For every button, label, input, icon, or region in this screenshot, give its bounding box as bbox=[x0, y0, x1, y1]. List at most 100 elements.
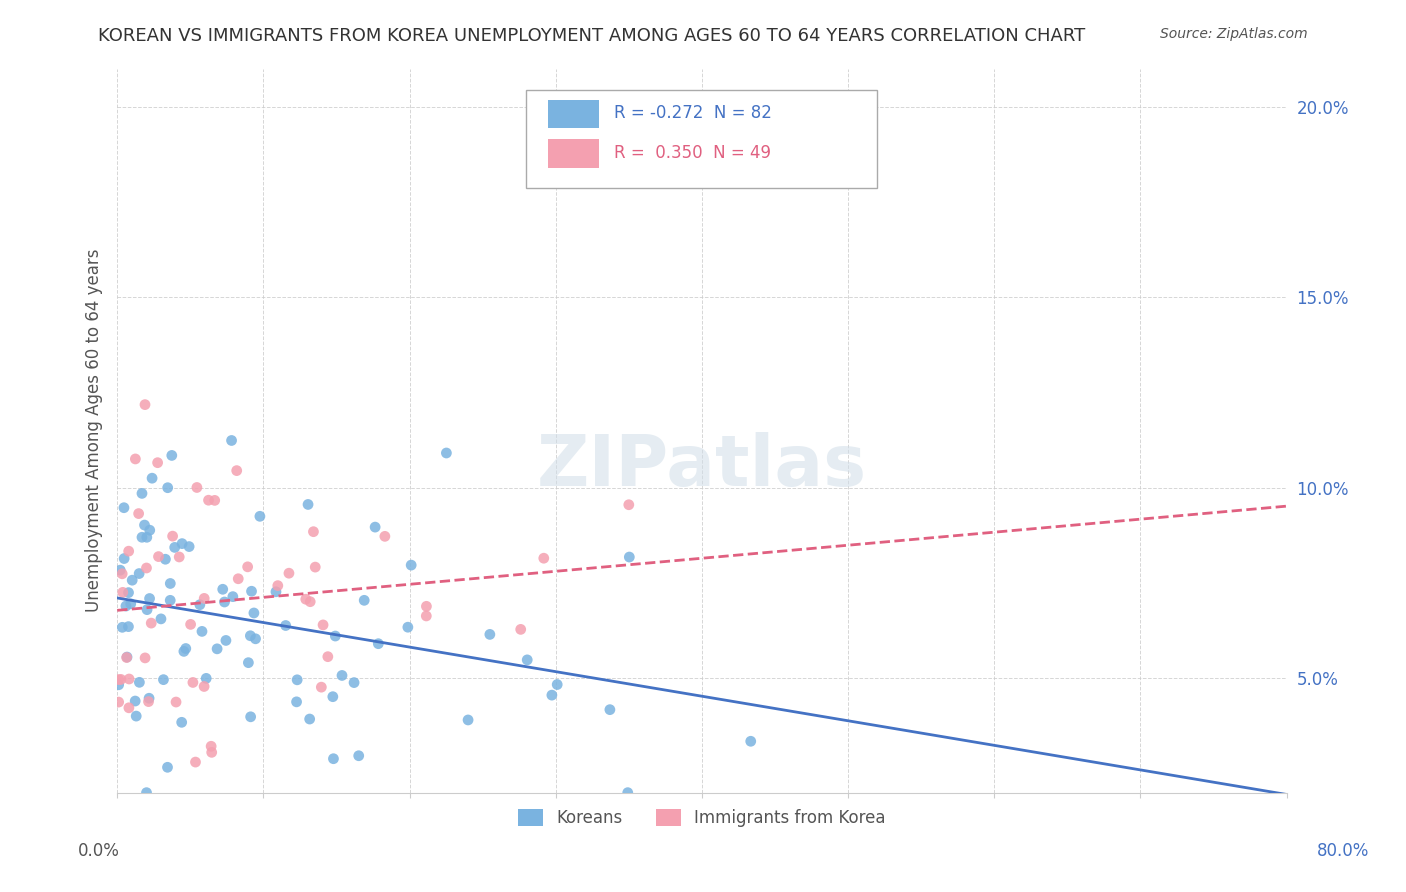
Point bbox=[188, 598, 211, 612]
Point bbox=[128, 566, 150, 581]
Point bbox=[274, 618, 297, 632]
Point bbox=[131, 486, 153, 500]
Point bbox=[139, 523, 162, 537]
Point bbox=[617, 498, 640, 512]
Point bbox=[135, 786, 157, 800]
Point bbox=[181, 675, 204, 690]
Point bbox=[616, 786, 638, 800]
Point bbox=[323, 629, 346, 643]
Point bbox=[107, 678, 129, 692]
Point bbox=[134, 518, 156, 533]
Point bbox=[278, 566, 301, 581]
Point bbox=[115, 599, 138, 613]
Point bbox=[112, 551, 135, 566]
Point bbox=[239, 629, 262, 643]
Point bbox=[245, 632, 267, 646]
Point bbox=[125, 709, 148, 723]
Point bbox=[267, 579, 290, 593]
FancyBboxPatch shape bbox=[547, 139, 599, 168]
Point bbox=[533, 551, 555, 566]
Point bbox=[118, 672, 141, 686]
Point bbox=[131, 530, 153, 544]
Text: 80.0%: 80.0% bbox=[1316, 842, 1369, 860]
Point bbox=[243, 606, 266, 620]
Point bbox=[740, 734, 762, 748]
Point bbox=[221, 434, 243, 448]
Point bbox=[112, 500, 135, 515]
Text: R = -0.272  N = 82: R = -0.272 N = 82 bbox=[614, 104, 772, 122]
Point bbox=[239, 710, 262, 724]
Point bbox=[200, 739, 222, 754]
Point bbox=[159, 576, 181, 591]
Point bbox=[214, 595, 236, 609]
Point bbox=[152, 673, 174, 687]
Point bbox=[107, 695, 129, 709]
Point bbox=[193, 680, 215, 694]
Point bbox=[179, 540, 201, 554]
Point bbox=[115, 650, 138, 665]
Point bbox=[343, 675, 366, 690]
Text: KOREAN VS IMMIGRANTS FROM KOREA UNEMPLOYMENT AMONG AGES 60 TO 64 YEARS CORRELATI: KOREAN VS IMMIGRANTS FROM KOREA UNEMPLOY… bbox=[98, 27, 1085, 45]
Point bbox=[304, 560, 326, 574]
Point bbox=[297, 498, 319, 512]
Point bbox=[599, 703, 621, 717]
Point bbox=[117, 620, 139, 634]
Point bbox=[546, 677, 568, 691]
Point bbox=[347, 748, 370, 763]
Point bbox=[367, 637, 389, 651]
Point bbox=[155, 552, 177, 566]
Point bbox=[111, 585, 134, 599]
Point bbox=[195, 672, 218, 686]
Point bbox=[170, 715, 193, 730]
Point bbox=[184, 755, 207, 769]
Point bbox=[149, 612, 172, 626]
Point bbox=[148, 549, 170, 564]
Point bbox=[415, 599, 437, 614]
Point bbox=[120, 597, 142, 611]
Text: Source: ZipAtlas.com: Source: ZipAtlas.com bbox=[1160, 27, 1308, 41]
Point bbox=[415, 609, 437, 624]
Point bbox=[170, 536, 193, 550]
Text: ZIPatlas: ZIPatlas bbox=[537, 433, 868, 501]
Text: 0.0%: 0.0% bbox=[77, 842, 120, 860]
Point bbox=[107, 673, 129, 687]
Point bbox=[146, 456, 169, 470]
Point bbox=[111, 566, 134, 581]
Point bbox=[457, 713, 479, 727]
Point bbox=[115, 650, 138, 665]
Point bbox=[364, 520, 387, 534]
Point bbox=[285, 673, 308, 687]
Legend: Koreans, Immigrants from Korea: Koreans, Immigrants from Korea bbox=[510, 800, 894, 835]
Point bbox=[141, 616, 163, 631]
Point bbox=[205, 641, 228, 656]
Point bbox=[193, 591, 215, 606]
Point bbox=[226, 572, 249, 586]
Point bbox=[312, 618, 335, 632]
Point bbox=[174, 641, 197, 656]
Point bbox=[135, 561, 157, 575]
Point bbox=[330, 668, 353, 682]
Point bbox=[180, 617, 202, 632]
Point bbox=[173, 644, 195, 658]
Point bbox=[156, 760, 179, 774]
Point bbox=[541, 688, 564, 702]
Point bbox=[240, 584, 263, 599]
Point bbox=[141, 471, 163, 485]
Point bbox=[159, 593, 181, 607]
Point bbox=[316, 649, 339, 664]
Point bbox=[311, 680, 333, 694]
Point bbox=[434, 446, 457, 460]
Point bbox=[204, 493, 226, 508]
Point bbox=[509, 623, 531, 637]
Point bbox=[110, 673, 132, 687]
FancyBboxPatch shape bbox=[526, 90, 877, 188]
Point bbox=[264, 584, 287, 599]
Point bbox=[138, 591, 160, 606]
Point bbox=[294, 592, 316, 607]
Point bbox=[121, 573, 143, 587]
Point bbox=[167, 549, 190, 564]
Point bbox=[165, 695, 187, 709]
Point bbox=[117, 585, 139, 599]
Point bbox=[135, 530, 157, 544]
Point bbox=[399, 558, 422, 573]
